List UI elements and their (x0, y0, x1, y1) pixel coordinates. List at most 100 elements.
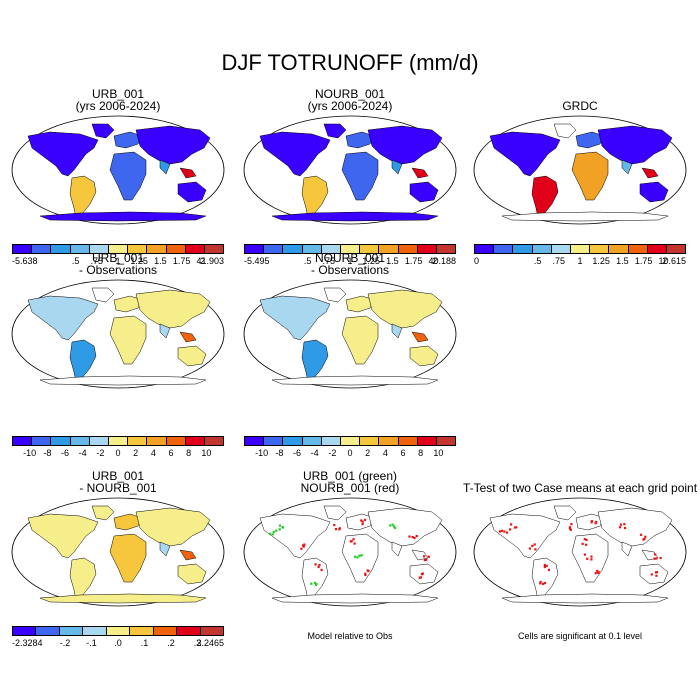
significant-cell-red (427, 555, 430, 558)
significant-cell-red (545, 564, 548, 567)
significant-cell-red (320, 568, 323, 572)
significant-cell-red (623, 526, 627, 530)
colorbar-swatch (340, 245, 361, 253)
colorbar-swatch (204, 245, 224, 253)
colorbar-tick-label: 1.5 (616, 256, 629, 266)
significant-cell-red (644, 535, 647, 538)
colorbar-tick-label: .75 (322, 256, 336, 266)
continent-an (271, 375, 439, 386)
colorbar-swatch (360, 245, 380, 253)
continent-af (109, 315, 147, 365)
continent-au (639, 563, 669, 585)
colorbar-swatch (13, 437, 33, 445)
continent-na (27, 513, 99, 559)
colorbar-swatch (89, 437, 109, 445)
colorbar-tick-label: 1.75 (634, 256, 653, 266)
significant-cell-red (547, 568, 551, 572)
continent-sa (69, 557, 97, 601)
significant-cell-red (314, 563, 317, 566)
continent-eu (345, 513, 375, 531)
significant-cell-red (586, 557, 589, 560)
colorbar-swatch (340, 437, 361, 445)
colorbar-swatch (321, 437, 341, 445)
colorbar-tick-label: 8 (186, 448, 192, 458)
significant-cell-red (363, 518, 367, 521)
significant-cell-red (338, 528, 341, 531)
colorbar-swatches (12, 244, 224, 254)
world-map (243, 279, 457, 389)
continent-ind (391, 541, 403, 557)
colorbar-tick-label: .0 (114, 638, 122, 648)
continent-eu (113, 513, 143, 531)
colorbar-swatch (360, 437, 380, 445)
world-map (243, 497, 457, 607)
significant-cell-red (513, 526, 517, 529)
colorbar-swatch (59, 627, 84, 635)
colorbar-swatches (12, 436, 224, 446)
significant-cell-red (569, 528, 572, 531)
colorbar-swatch (70, 437, 90, 445)
colorbar-tick-label: 1 (347, 256, 353, 266)
significant-cell-red (301, 544, 305, 547)
colorbar-tick-label: 4 (382, 448, 388, 458)
colorbar-tick-label: 2 (133, 448, 139, 458)
continent-af (109, 151, 147, 201)
panel-title-line1: URB_001 (91, 251, 145, 265)
colorbar-swatch (36, 627, 60, 635)
continent-eu (345, 131, 375, 149)
significant-cell-red (653, 557, 656, 560)
colorbar-swatches (12, 626, 224, 636)
colorbar-tick-label: -8 (43, 448, 52, 458)
colorbar-swatch (108, 245, 129, 253)
colorbar-tick-label: -6 (292, 448, 302, 458)
colorbar-tick-label: -.1 (86, 638, 97, 648)
significant-cell-red (367, 569, 370, 573)
significant-cell-red (570, 523, 573, 526)
colorbar: -5.495 .5 .75 1 1.25 1.5 1.75 2 40.188 (244, 244, 456, 270)
colorbar-swatch (570, 245, 591, 253)
colorbar-swatch (128, 437, 148, 445)
colorbar-tick-label: 1.75 (172, 256, 191, 266)
colorbar-tick-label: 0 (347, 448, 353, 458)
significant-cell-red (498, 530, 502, 533)
significant-cell-red (423, 555, 426, 558)
colorbar-tick-label: 10.615 (658, 256, 686, 266)
colorbar: -5.638 .5 .75 1 1.25 1.5 1.75 2 41.903 (12, 244, 224, 270)
significant-cell-red (619, 523, 623, 526)
colorbar-tick-label: .1 (140, 638, 149, 648)
colorbar-swatch (398, 245, 418, 253)
significant-cell-red (318, 563, 321, 567)
continent-as (367, 507, 443, 547)
continent-gl (553, 505, 577, 521)
significant-cell-green (353, 555, 357, 558)
continent-sa (69, 339, 97, 383)
colorbar-swatch (32, 245, 52, 253)
significant-cell-red (590, 521, 593, 524)
significant-cell-red (654, 571, 658, 574)
continent-au (409, 345, 439, 367)
continent-gl (323, 505, 347, 521)
significant-cell-green (360, 554, 363, 557)
colorbar-tick-label: 6 (400, 448, 406, 458)
significant-cell-red (361, 523, 364, 526)
continent-sea (179, 331, 197, 343)
colorbar-tick-label: 1 (115, 256, 121, 266)
significant-cell-red (361, 520, 364, 523)
significant-cell-red (543, 563, 546, 567)
colorbar-tick-label: 1.25 (362, 256, 380, 266)
significant-cell-green (310, 582, 313, 585)
significant-cell-red (415, 534, 418, 538)
significant-cell-red (317, 565, 320, 569)
colorbar-swatch (106, 627, 131, 635)
colorbar-tick-label: 1.75 (404, 256, 423, 266)
continent-sea (411, 549, 429, 561)
continent-na (259, 131, 331, 177)
continent-af (341, 315, 379, 365)
colorbar: -2.3284 -.2 -.1 .0 .1 .2 .3 2.2465 (12, 626, 224, 652)
continent-gl (91, 123, 115, 139)
colorbar-tick-label: 2 (200, 256, 206, 266)
significant-cell-red (655, 557, 658, 560)
significant-cell-red (510, 523, 513, 526)
panel-title-line2: - Observations (78, 263, 158, 277)
continent-af (341, 151, 379, 201)
